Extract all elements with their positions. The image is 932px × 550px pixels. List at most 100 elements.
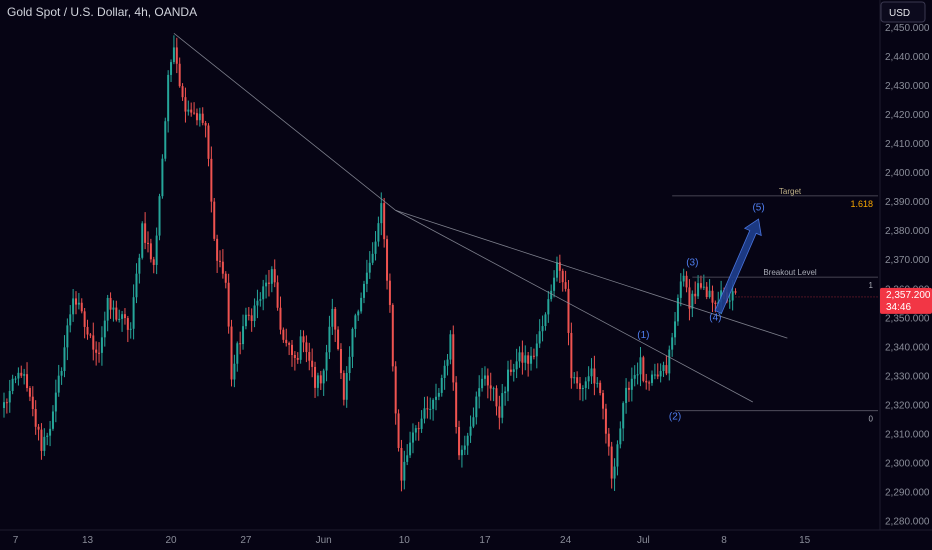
candle-body[interactable] — [472, 417, 475, 427]
candle-body[interactable] — [175, 47, 178, 64]
symbol-title[interactable]: Gold Spot / U.S. Dollar, 4h, OANDA — [7, 5, 197, 19]
candle-body[interactable] — [262, 286, 265, 300]
candle-body[interactable] — [507, 369, 509, 392]
candle-body[interactable] — [279, 307, 282, 330]
candle-body[interactable] — [518, 352, 521, 362]
candle-body[interactable] — [452, 334, 455, 383]
price-axis[interactable]: 2,280.000 2,290.000 2,300.000 2,310.000 2,32… — [885, 23, 930, 528]
candle-body[interactable] — [573, 377, 576, 379]
candle-body[interactable] — [259, 299, 262, 301]
candle-body[interactable] — [702, 286, 705, 288]
projection-arrow-shape[interactable] — [714, 218, 762, 314]
candle-body[interactable] — [671, 337, 674, 350]
candle-body[interactable] — [288, 343, 291, 345]
candle-body[interactable] — [23, 374, 26, 376]
candle-body[interactable] — [469, 426, 472, 436]
candle-body[interactable] — [521, 352, 524, 363]
candle-body[interactable] — [386, 239, 389, 281]
candle-body[interactable] — [57, 375, 60, 393]
candle-body[interactable] — [397, 413, 400, 448]
candle-body[interactable] — [242, 326, 245, 345]
candle-body[interactable] — [170, 62, 173, 75]
candle-body[interactable] — [95, 349, 98, 353]
candle-body[interactable] — [342, 373, 345, 400]
candle-body[interactable] — [651, 374, 653, 383]
candle-body[interactable] — [11, 378, 14, 391]
candle-body[interactable] — [152, 259, 155, 265]
candle-body[interactable] — [40, 429, 43, 451]
candle-body[interactable] — [126, 318, 129, 330]
candle-body[interactable] — [267, 282, 270, 284]
candle-body[interactable] — [273, 269, 276, 283]
candle-body[interactable] — [247, 314, 250, 316]
candle-body[interactable] — [492, 388, 495, 390]
candle-body[interactable] — [368, 262, 371, 273]
candle-body[interactable] — [198, 113, 201, 121]
candle-body[interactable] — [414, 428, 417, 433]
candle-body[interactable] — [28, 388, 31, 397]
candle-body[interactable] — [293, 354, 296, 358]
candle-body[interactable] — [731, 291, 734, 301]
candle-body[interactable] — [411, 432, 414, 443]
candle-body[interactable] — [515, 361, 518, 370]
candle-body[interactable] — [63, 347, 66, 372]
candle-body[interactable] — [345, 372, 348, 400]
candle-body[interactable] — [478, 388, 481, 397]
candle-body[interactable] — [334, 308, 337, 330]
candle-body[interactable] — [653, 374, 656, 376]
candle-body[interactable] — [86, 326, 89, 335]
candle-body[interactable] — [325, 352, 328, 371]
candle-body[interactable] — [564, 282, 567, 289]
candle-body[interactable] — [314, 366, 317, 388]
candle-body[interactable] — [351, 328, 354, 357]
candle-body[interactable] — [705, 286, 708, 298]
candle-body[interactable] — [403, 461, 406, 481]
candle-body[interactable] — [656, 374, 659, 377]
candle-body[interactable] — [339, 348, 342, 374]
candle-body[interactable] — [354, 315, 357, 329]
candle-body[interactable] — [112, 307, 115, 310]
candle-body[interactable] — [708, 290, 711, 298]
candle-body[interactable] — [322, 370, 325, 384]
candle-body[interactable] — [204, 122, 207, 126]
candle-body[interactable] — [207, 125, 210, 159]
candle-body[interactable] — [593, 368, 596, 384]
candle-body[interactable] — [141, 223, 144, 258]
candle-body[interactable] — [535, 343, 538, 357]
candle-body[interactable] — [109, 297, 112, 310]
candle-body[interactable] — [14, 378, 17, 380]
candle-body[interactable] — [391, 304, 394, 367]
candle-body[interactable] — [135, 273, 138, 298]
candle-body[interactable] — [636, 374, 639, 376]
candle-body[interactable] — [371, 253, 374, 263]
candle-body[interactable] — [100, 337, 103, 353]
candle-body[interactable] — [406, 455, 409, 462]
candle-body[interactable] — [714, 302, 717, 305]
candle-body[interactable] — [184, 97, 187, 112]
candle-series[interactable] — [3, 35, 880, 492]
candle-body[interactable] — [316, 375, 319, 388]
candle-body[interactable] — [43, 436, 46, 451]
candle-body[interactable] — [250, 315, 253, 322]
candle-body[interactable] — [561, 270, 564, 283]
candle-body[interactable] — [429, 408, 432, 410]
currency-button-bg[interactable] — [880, 1, 926, 23]
candle-body[interactable] — [26, 374, 29, 389]
candle-body[interactable] — [426, 408, 429, 410]
candle-body[interactable] — [158, 196, 161, 236]
candle-body[interactable] — [37, 426, 40, 430]
candle-body[interactable] — [648, 382, 651, 384]
candle-body[interactable] — [276, 282, 279, 308]
candle-body[interactable] — [388, 280, 391, 305]
candle-body[interactable] — [98, 352, 101, 354]
candle-body[interactable] — [265, 282, 268, 287]
candle-body[interactable] — [645, 380, 648, 383]
candle-body[interactable] — [348, 356, 351, 373]
candle-body[interactable] — [144, 223, 147, 243]
candle-body[interactable] — [219, 260, 221, 262]
candle-body[interactable] — [435, 396, 437, 400]
candle-body[interactable] — [642, 357, 645, 381]
candle-body[interactable] — [138, 257, 141, 274]
candle-body[interactable] — [187, 109, 190, 112]
